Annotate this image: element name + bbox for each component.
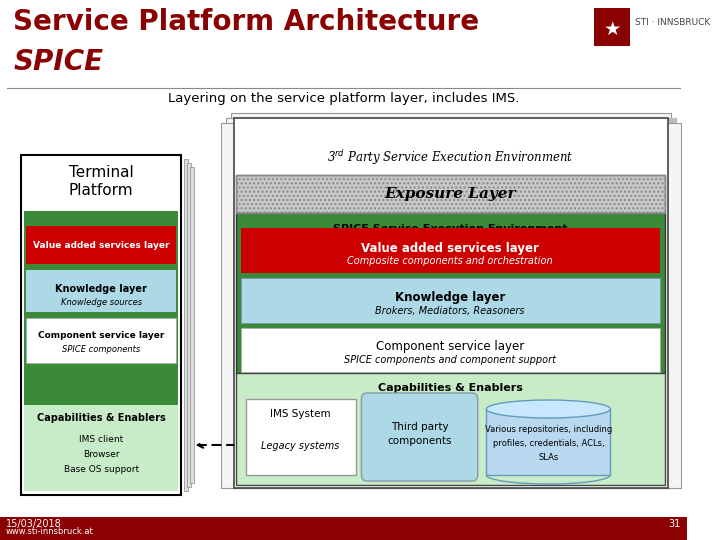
Bar (221, 123, 681, 488)
Text: Service Platform Architecture: Service Platform Architecture (14, 8, 480, 36)
Text: Brokers, Mediators, Reasoners: Brokers, Mediators, Reasoners (375, 306, 525, 316)
Text: SLAs: SLAs (539, 453, 559, 462)
Text: Value added services layer: Value added services layer (33, 240, 169, 249)
Text: Third party: Third party (391, 422, 449, 432)
Text: Composite components and orchestration: Composite components and orchestration (347, 256, 553, 266)
Bar (233, 118, 667, 488)
Bar (184, 159, 188, 491)
Text: Knowledge layer: Knowledge layer (55, 284, 147, 294)
Text: ★: ★ (603, 20, 621, 39)
Bar (21, 155, 181, 495)
FancyBboxPatch shape (361, 393, 478, 481)
Bar (24, 211, 179, 405)
Bar (236, 213, 665, 373)
Bar (236, 175, 665, 213)
Bar (24, 405, 179, 491)
Bar (231, 113, 671, 488)
Bar (26, 226, 176, 264)
Text: Capabilities & Enablers: Capabilities & Enablers (37, 413, 166, 423)
Text: Base OS support: Base OS support (63, 465, 139, 474)
Text: Terminal: Terminal (68, 165, 133, 180)
Text: Layering on the service platform layer, includes IMS.: Layering on the service platform layer, … (168, 92, 519, 105)
Bar (594, 8, 630, 46)
Text: Knowledge layer: Knowledge layer (395, 291, 505, 304)
Text: Value added services layer: Value added services layer (361, 242, 539, 255)
Text: IMS client: IMS client (79, 435, 123, 444)
Bar (0, 517, 687, 540)
Text: components: components (387, 436, 452, 446)
Bar (226, 118, 676, 488)
Bar (241, 228, 660, 273)
Text: SPICE components: SPICE components (62, 345, 140, 354)
Text: 15/03/2018: 15/03/2018 (6, 519, 61, 529)
Text: SPICE components and component support: SPICE components and component support (344, 355, 556, 365)
Ellipse shape (486, 400, 611, 418)
Bar (26, 318, 176, 363)
Text: SPICE: SPICE (14, 48, 104, 76)
Bar (667, 118, 677, 483)
Text: Component service layer: Component service layer (376, 340, 524, 353)
Bar (241, 328, 660, 372)
Bar (236, 373, 665, 485)
Text: 3$^{rd}$ Party Service Execution Environment: 3$^{rd}$ Party Service Execution Environ… (327, 148, 573, 167)
Bar (486, 409, 611, 475)
Text: IMS System: IMS System (270, 409, 330, 419)
Bar (246, 399, 356, 475)
Text: 31: 31 (669, 519, 681, 529)
Text: SPICE Service Execution Environment: SPICE Service Execution Environment (333, 224, 567, 234)
Text: Browser: Browser (83, 450, 120, 459)
Bar (241, 278, 660, 323)
Text: Exposure Layer: Exposure Layer (384, 187, 516, 201)
Bar (187, 163, 191, 487)
Bar (236, 175, 665, 213)
Text: Capabilities & Enablers: Capabilities & Enablers (378, 383, 523, 393)
Text: www.sti-innsbruck.at: www.sti-innsbruck.at (6, 527, 94, 536)
Bar (26, 270, 176, 312)
Text: Various repositories, including: Various repositories, including (485, 425, 612, 434)
Text: profiles, credentials, ACLs,: profiles, credentials, ACLs, (492, 439, 604, 448)
Bar (190, 167, 194, 483)
Text: Legacy systems: Legacy systems (261, 441, 340, 451)
Text: Component service layer: Component service layer (38, 331, 164, 340)
Text: STI · INNSBRUCK: STI · INNSBRUCK (635, 18, 711, 27)
Text: Platform: Platform (69, 183, 133, 198)
Text: Knowledge sources: Knowledge sources (60, 298, 142, 307)
